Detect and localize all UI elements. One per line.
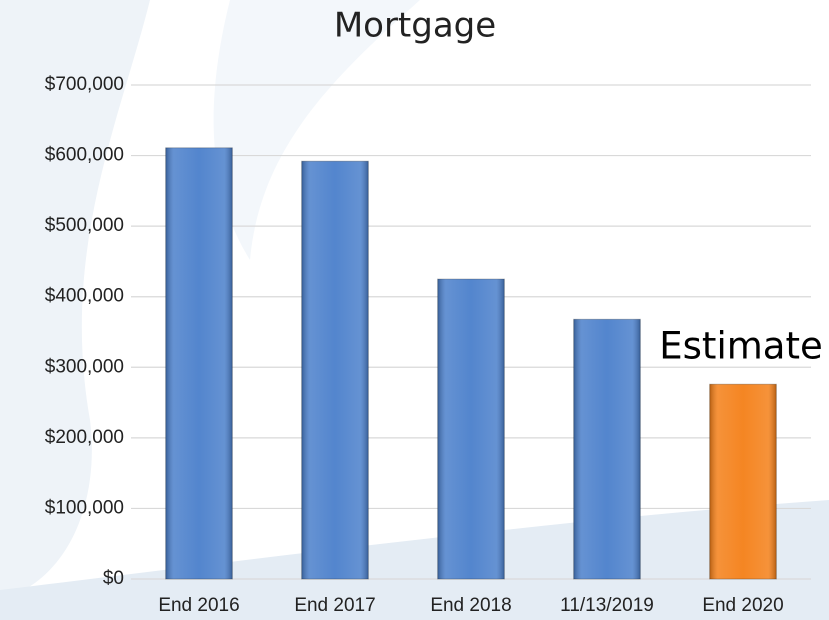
y-tick-label: $300,000 (45, 356, 124, 377)
x-tick-label: End 2017 (294, 595, 375, 616)
bar (437, 278, 505, 580)
bar (301, 160, 369, 580)
x-tick-label: 11/13/2019 (560, 595, 654, 616)
background-shape (0, 0, 150, 600)
y-tick-label: $0 (103, 568, 124, 589)
bar (165, 147, 233, 580)
annotation: Estimate (659, 325, 822, 368)
y-tick-label: $700,000 (45, 74, 124, 95)
x-tick-label: End 2018 (430, 595, 511, 616)
y-tick-label: $400,000 (45, 286, 124, 307)
chart-title: Mortgage (334, 6, 496, 46)
y-tick-label: $600,000 (45, 145, 124, 166)
bar (709, 383, 777, 580)
y-tick-label: $500,000 (45, 215, 124, 236)
bar (573, 318, 641, 580)
x-tick-label: End 2020 (702, 595, 783, 616)
x-tick-label: End 2016 (158, 595, 239, 616)
background-shape (213, 0, 420, 260)
y-tick-label: $100,000 (45, 497, 124, 518)
y-tick-label: $200,000 (45, 427, 124, 448)
